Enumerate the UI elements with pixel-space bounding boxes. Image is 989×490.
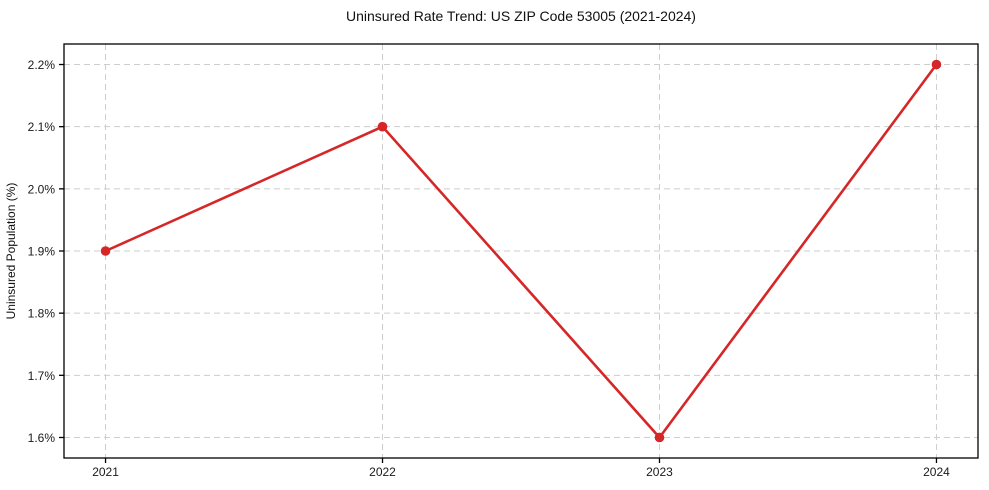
y-axis-label: Uninsured Population (%) <box>4 183 18 320</box>
x-tick-label: 2024 <box>923 465 950 479</box>
series-line <box>104 63 938 439</box>
y-tick-label: 2.1% <box>28 120 56 134</box>
x-tick-label: 2021 <box>92 465 119 479</box>
y-tick-label: 1.7% <box>28 369 56 383</box>
data-point <box>654 432 665 443</box>
y-tick-label: 1.8% <box>28 307 56 321</box>
plot-border <box>63 43 979 459</box>
x-tick-label: 2022 <box>369 465 396 479</box>
y-tick-label: 2.0% <box>28 182 56 196</box>
y-tick-label: 1.6% <box>28 431 56 445</box>
y-tick-label: 2.2% <box>28 58 56 72</box>
chart-title: Uninsured Rate Trend: US ZIP Code 53005 … <box>346 8 696 24</box>
data-point <box>100 246 111 256</box>
y-tick-label: 1.9% <box>28 245 56 259</box>
x-tick-label: 2023 <box>646 465 673 479</box>
data-point <box>377 121 388 132</box>
data-point <box>931 59 942 70</box>
